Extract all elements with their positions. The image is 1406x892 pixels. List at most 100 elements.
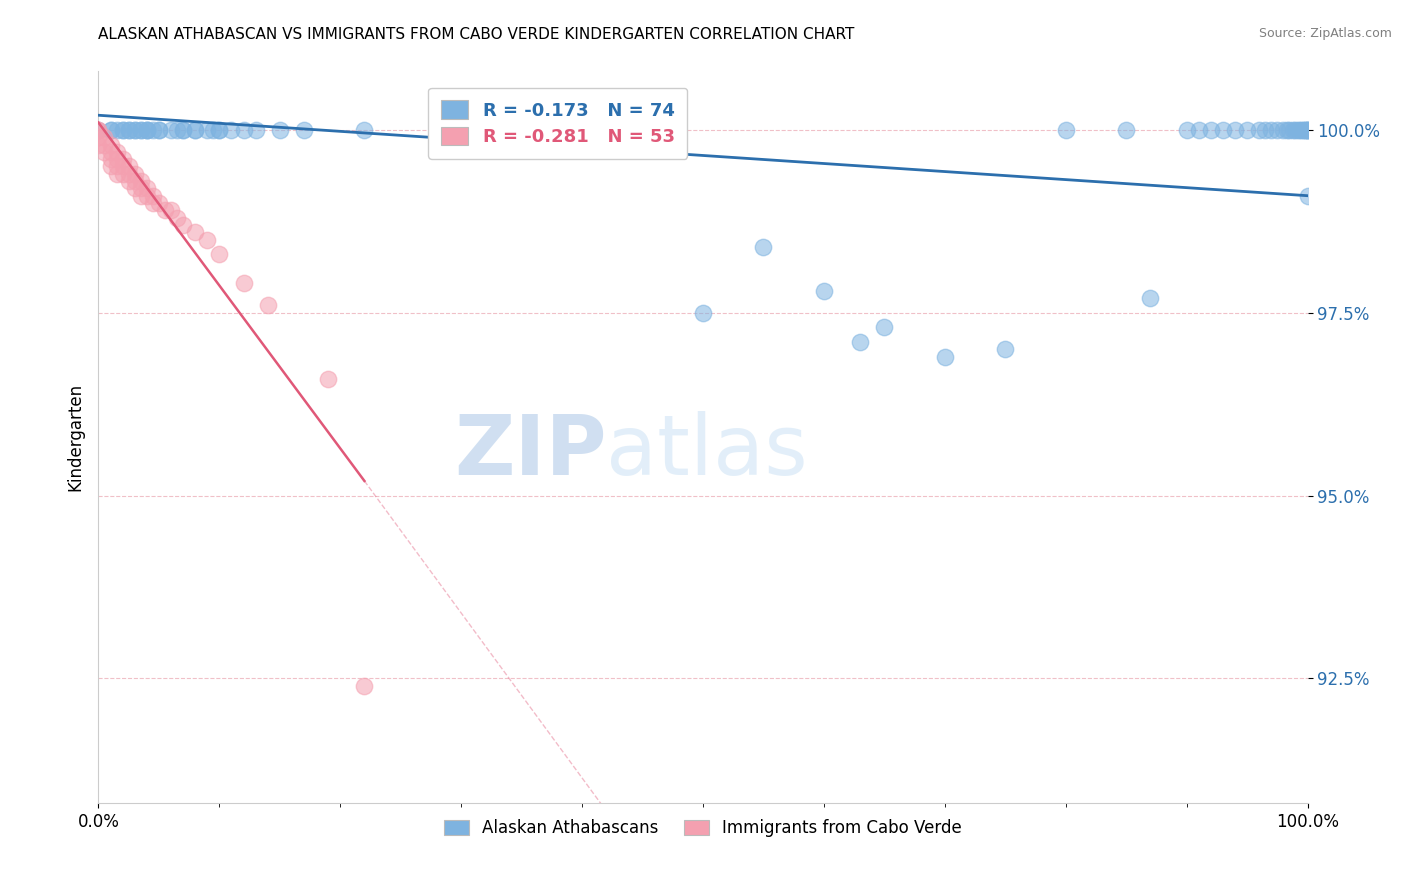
Point	[1296, 123, 1319, 137]
Point	[195, 123, 218, 137]
Point	[256, 298, 278, 312]
Point	[93, 137, 115, 152]
Point	[100, 137, 122, 152]
Point	[1236, 123, 1258, 137]
Point	[1291, 123, 1313, 137]
Point	[1212, 123, 1234, 137]
Point	[184, 123, 207, 137]
Point	[172, 218, 194, 232]
Point	[87, 123, 110, 137]
Point	[353, 679, 375, 693]
Point	[124, 181, 146, 195]
Point	[1292, 123, 1315, 137]
Point	[129, 181, 152, 195]
Point	[118, 174, 141, 188]
Point	[316, 371, 339, 385]
Point	[129, 123, 152, 137]
Point	[142, 196, 165, 211]
Point	[100, 123, 122, 137]
Point	[111, 123, 134, 137]
Y-axis label: Kindergarten: Kindergarten	[66, 383, 84, 491]
Point	[813, 284, 835, 298]
Point	[87, 123, 110, 137]
Point	[1275, 123, 1298, 137]
Point	[111, 160, 134, 174]
Point	[135, 188, 157, 202]
Point	[87, 137, 110, 152]
Text: Source: ZipAtlas.com: Source: ZipAtlas.com	[1258, 27, 1392, 40]
Point	[1115, 123, 1137, 137]
Point	[1139, 291, 1161, 305]
Point	[1296, 188, 1319, 202]
Point	[93, 145, 115, 159]
Point	[100, 123, 122, 137]
Point	[118, 123, 141, 137]
Point	[1296, 123, 1319, 137]
Point	[752, 240, 775, 254]
Point	[1054, 123, 1077, 137]
Point	[195, 233, 218, 247]
Point	[1294, 123, 1316, 137]
Point	[232, 277, 254, 291]
Point	[124, 123, 146, 137]
Point	[426, 123, 449, 137]
Point	[87, 123, 110, 137]
Point	[1272, 123, 1295, 137]
Point	[105, 152, 128, 166]
Point	[129, 188, 152, 202]
Point	[208, 123, 231, 137]
Point	[172, 123, 194, 137]
Point	[105, 123, 128, 137]
Point	[221, 123, 243, 137]
Point	[87, 130, 110, 145]
Point	[245, 123, 267, 137]
Point	[118, 160, 141, 174]
Point	[202, 123, 225, 137]
Point	[232, 123, 254, 137]
Point	[208, 247, 231, 261]
Point	[184, 123, 207, 137]
Point	[100, 152, 122, 166]
Point	[1289, 123, 1312, 137]
Point	[148, 123, 170, 137]
Point	[1284, 123, 1306, 137]
Point	[1175, 123, 1198, 137]
Point	[595, 123, 617, 137]
Point	[1267, 123, 1289, 137]
Point	[153, 203, 176, 218]
Point	[269, 123, 291, 137]
Point	[873, 320, 896, 334]
Point	[124, 174, 146, 188]
Point	[172, 123, 194, 137]
Point	[934, 350, 956, 364]
Point	[1278, 123, 1301, 137]
Point	[1260, 123, 1282, 137]
Point	[1188, 123, 1211, 137]
Point	[118, 167, 141, 181]
Point	[1286, 123, 1309, 137]
Point	[129, 174, 152, 188]
Legend: Alaskan Athabascans, Immigrants from Cabo Verde: Alaskan Athabascans, Immigrants from Cab…	[436, 811, 970, 846]
Point	[118, 123, 141, 137]
Point	[1282, 123, 1305, 137]
Text: ZIP: ZIP	[454, 411, 606, 492]
Point	[135, 123, 157, 137]
Point	[1296, 123, 1319, 137]
Point	[994, 343, 1017, 357]
Text: atlas: atlas	[606, 411, 808, 492]
Point	[1223, 123, 1246, 137]
Point	[124, 123, 146, 137]
Point	[292, 123, 315, 137]
Point	[100, 160, 122, 174]
Point	[124, 167, 146, 181]
Point	[1254, 123, 1277, 137]
Point	[93, 130, 115, 145]
Point	[184, 225, 207, 239]
Point	[849, 334, 872, 349]
Point	[111, 123, 134, 137]
Point	[135, 123, 157, 137]
Point	[105, 167, 128, 181]
Point	[135, 123, 157, 137]
Point	[142, 188, 165, 202]
Point	[160, 203, 183, 218]
